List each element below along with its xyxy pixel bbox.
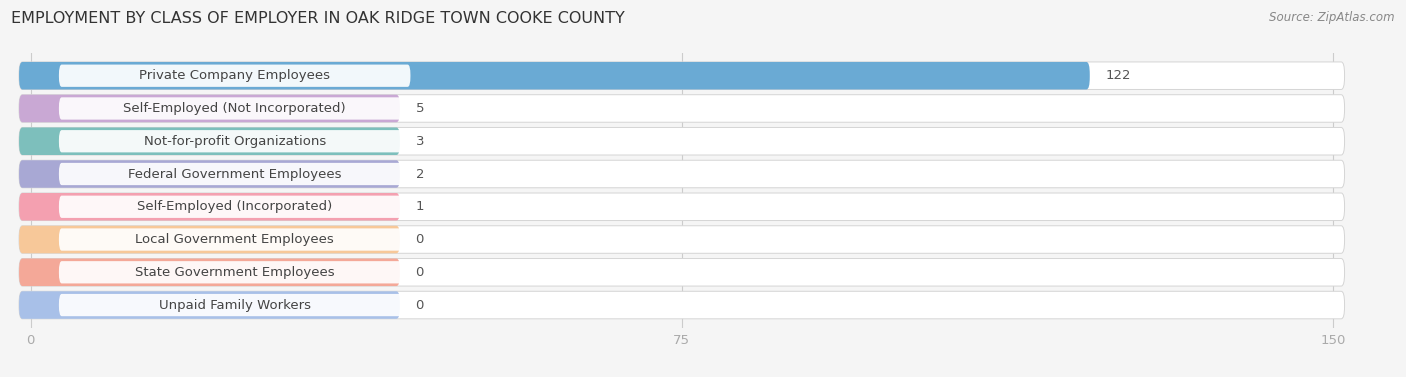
FancyBboxPatch shape (59, 196, 411, 218)
FancyBboxPatch shape (59, 64, 411, 87)
Text: Local Government Employees: Local Government Employees (135, 233, 335, 246)
FancyBboxPatch shape (20, 193, 1344, 221)
FancyBboxPatch shape (20, 160, 1344, 188)
FancyBboxPatch shape (59, 163, 411, 185)
Text: 2: 2 (416, 167, 425, 181)
FancyBboxPatch shape (20, 95, 399, 122)
Text: EMPLOYMENT BY CLASS OF EMPLOYER IN OAK RIDGE TOWN COOKE COUNTY: EMPLOYMENT BY CLASS OF EMPLOYER IN OAK R… (11, 11, 626, 26)
Text: Federal Government Employees: Federal Government Employees (128, 167, 342, 181)
FancyBboxPatch shape (20, 226, 1344, 253)
Text: 3: 3 (416, 135, 425, 148)
FancyBboxPatch shape (20, 160, 399, 188)
Text: Not-for-profit Organizations: Not-for-profit Organizations (143, 135, 326, 148)
FancyBboxPatch shape (20, 193, 399, 221)
Text: 1: 1 (416, 200, 425, 213)
Text: 0: 0 (416, 233, 425, 246)
Text: Self-Employed (Incorporated): Self-Employed (Incorporated) (136, 200, 332, 213)
FancyBboxPatch shape (20, 95, 1344, 122)
FancyBboxPatch shape (20, 291, 1344, 319)
FancyBboxPatch shape (20, 127, 1344, 155)
Text: 5: 5 (416, 102, 425, 115)
Text: 0: 0 (416, 299, 425, 311)
FancyBboxPatch shape (20, 291, 399, 319)
FancyBboxPatch shape (20, 259, 399, 286)
FancyBboxPatch shape (20, 127, 399, 155)
Text: Self-Employed (Not Incorporated): Self-Employed (Not Incorporated) (124, 102, 346, 115)
FancyBboxPatch shape (20, 259, 1344, 286)
FancyBboxPatch shape (20, 62, 1344, 89)
FancyBboxPatch shape (20, 62, 1090, 89)
FancyBboxPatch shape (59, 97, 411, 120)
FancyBboxPatch shape (59, 228, 411, 251)
Text: 0: 0 (416, 266, 425, 279)
FancyBboxPatch shape (59, 261, 411, 284)
Text: Private Company Employees: Private Company Employees (139, 69, 330, 82)
FancyBboxPatch shape (20, 226, 399, 253)
Text: Source: ZipAtlas.com: Source: ZipAtlas.com (1270, 11, 1395, 24)
FancyBboxPatch shape (59, 294, 411, 316)
FancyBboxPatch shape (59, 130, 411, 152)
Text: Unpaid Family Workers: Unpaid Family Workers (159, 299, 311, 311)
Text: 122: 122 (1105, 69, 1130, 82)
Text: State Government Employees: State Government Employees (135, 266, 335, 279)
